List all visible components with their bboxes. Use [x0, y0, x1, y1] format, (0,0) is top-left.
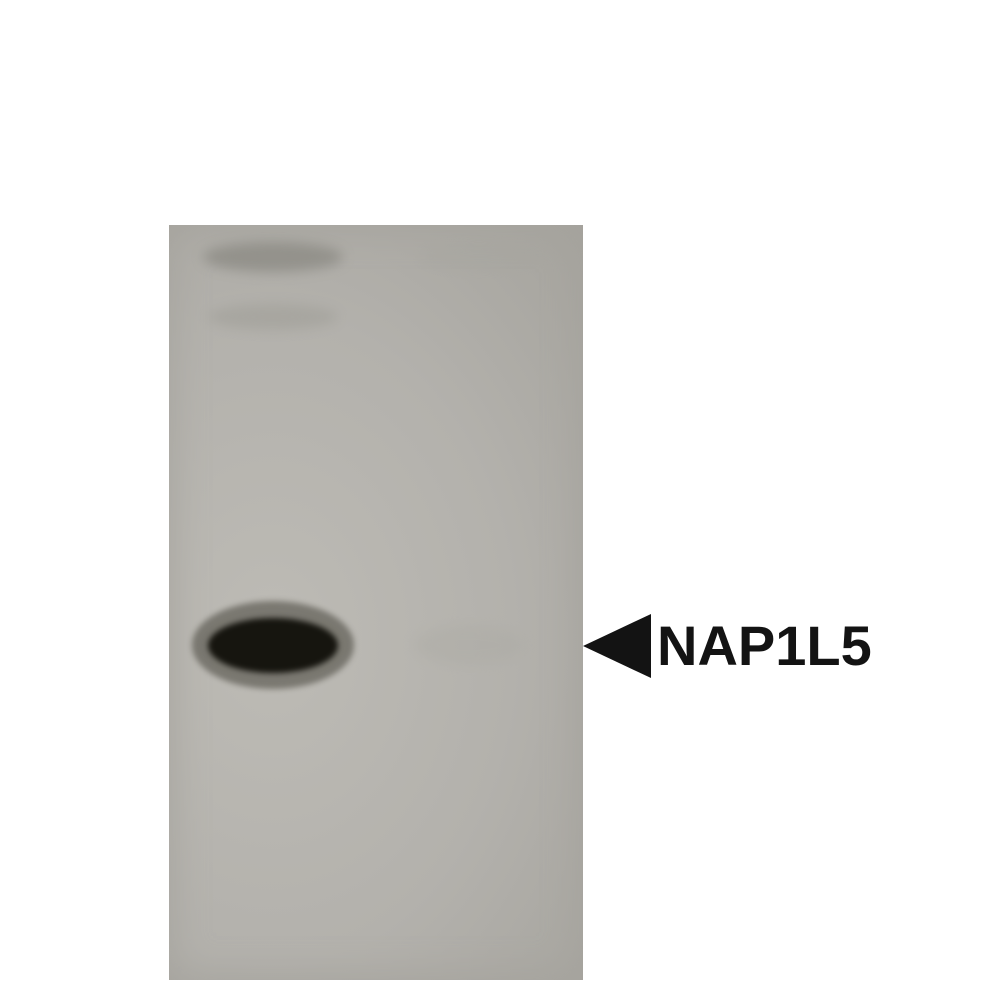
blot-smudge [208, 304, 338, 330]
band-annotation: NAP1L5 [583, 613, 872, 678]
arrow-left-icon [583, 614, 651, 678]
blot-smudge [414, 625, 524, 665]
annotation-label: NAP1L5 [657, 613, 872, 678]
figure-canvas: A B 3124148 NAP1L5 [0, 0, 1000, 1000]
NAP1L5-band-laneA [208, 618, 338, 673]
blot-smudge [419, 244, 539, 270]
blot-region: A B 3124148 [169, 225, 583, 980]
blot-smudge [203, 242, 343, 272]
